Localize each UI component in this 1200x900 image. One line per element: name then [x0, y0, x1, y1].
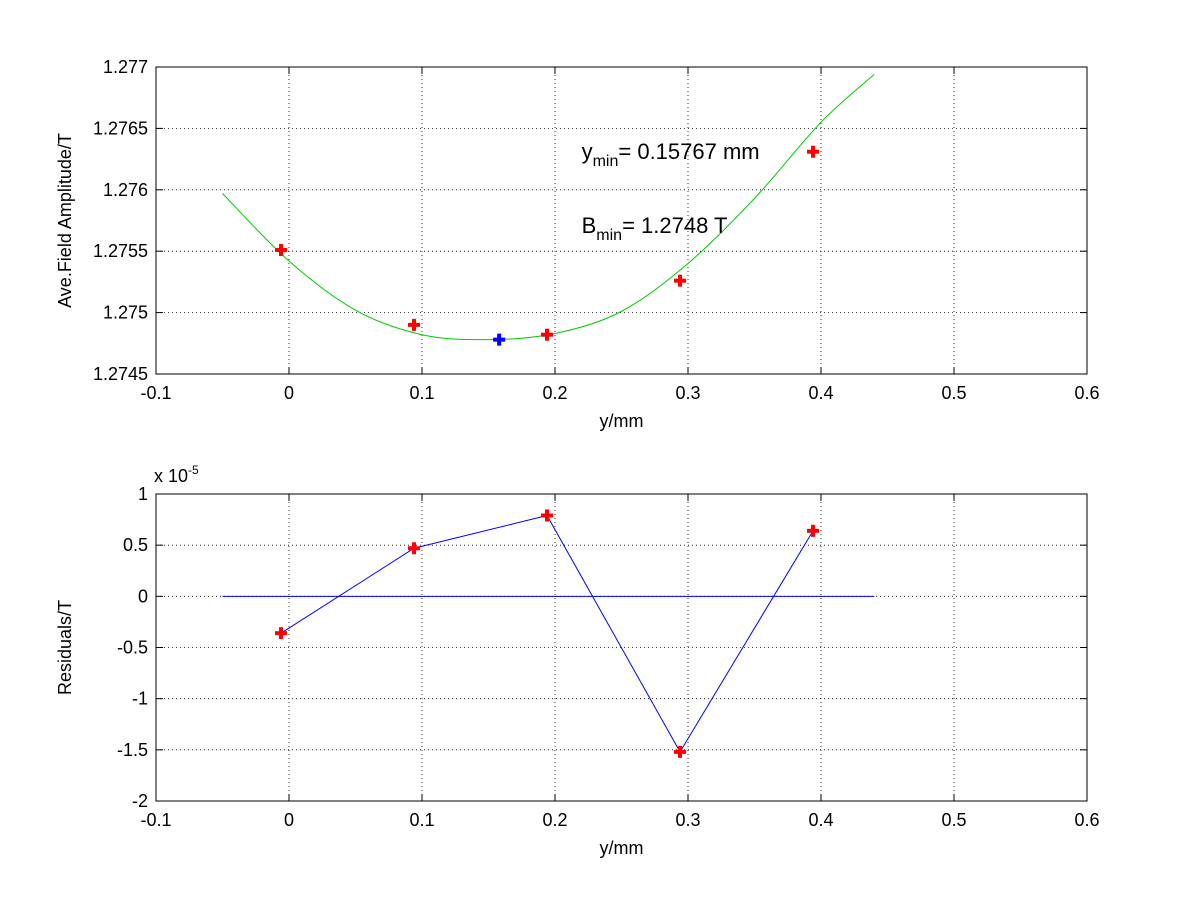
x-tick-label: 0.1: [409, 810, 434, 830]
x-tick-label: 0.4: [808, 810, 833, 830]
data-point-marker: [807, 145, 820, 158]
y-tick-label: 1.277: [103, 57, 148, 77]
y-tick-label: 1.2755: [93, 241, 148, 261]
y-tick-label: 1.2765: [93, 118, 148, 138]
y-tick-label: -2: [132, 791, 148, 811]
y-axis-label: Ave.Field Amplitude/T: [55, 133, 75, 308]
x-tick-label: 0.3: [675, 810, 700, 830]
y-axis-label: Residuals/T: [55, 600, 75, 695]
x-tick-label: 0.6: [1074, 383, 1099, 403]
data-point-marker: [541, 328, 554, 341]
x-tick-label: 0: [284, 383, 294, 403]
x-tick-label: 0.5: [941, 810, 966, 830]
data-point-marker: [275, 627, 288, 640]
x-axis-label: y/mm: [600, 411, 644, 431]
y-tick-label: 0.5: [123, 535, 148, 555]
x-tick-label: 0.3: [675, 383, 700, 403]
y-tick-label: -1.5: [117, 740, 148, 760]
y-tick-label: -0.5: [117, 638, 148, 658]
y-tick-label: 1.275: [103, 303, 148, 323]
data-point-marker: [408, 542, 421, 555]
minimum-marker: [493, 333, 506, 346]
annotation-y-min: ymin= 0.15767 mm: [582, 139, 760, 170]
plot-2: -0.1 0 0.1 0.2 0.3 0.4 0.5 0.6 -2 -1.5 -1 -0.5 0 0.5 1…: [55, 463, 1100, 858]
x-tick-label: 0.6: [1074, 810, 1099, 830]
x-tick-label: 0.2: [542, 383, 567, 403]
axes-frame: [155, 66, 1088, 375]
x-tick-label: 0.4: [808, 383, 833, 403]
x-tick-label: -0.1: [140, 810, 171, 830]
y-tick-label: -1: [132, 689, 148, 709]
data-point-marker: [408, 318, 421, 331]
annotation-b-min: Bmin= 1.2748 T: [582, 213, 728, 244]
data-point-marker: [674, 745, 687, 758]
data-point-marker: [674, 274, 687, 287]
x-tick-label: 0.1: [409, 383, 434, 403]
x-axis-label: y/mm: [600, 838, 644, 858]
data-point-marker: [541, 509, 554, 522]
data-point-marker: [807, 524, 820, 537]
y-tick-label: 0: [138, 586, 148, 606]
y-tick-label: 1.2745: [93, 364, 148, 384]
axes-frame: [155, 493, 1088, 802]
plot-1: -0.1 0 0.1 0.2 0.3 0.4 0.5 0.6 1.2745 1.275 1.2755…: [55, 57, 1100, 431]
x-tick-label: 0: [284, 810, 294, 830]
plot-area: [156, 67, 1087, 374]
data-point-marker: [275, 243, 288, 256]
x-tick-label: 0.2: [542, 810, 567, 830]
y-tick-label: 1: [138, 484, 148, 504]
fit-curve: [222, 73, 875, 341]
x-tick-label: 0.5: [941, 383, 966, 403]
exponent-label: x 10-5: [154, 463, 199, 486]
y-tick-label: 1.276: [103, 180, 148, 200]
x-tick-label: -0.1: [140, 383, 171, 403]
